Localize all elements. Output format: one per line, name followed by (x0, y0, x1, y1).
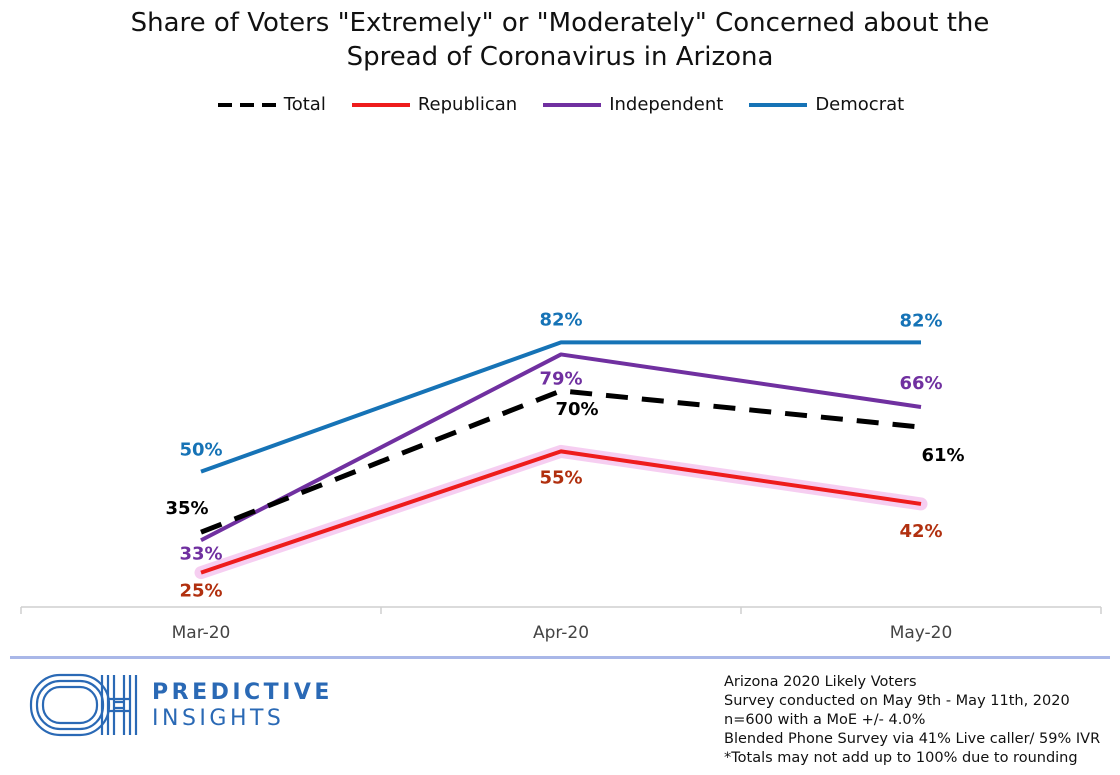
data-label-republican-mar-20: 25% (179, 581, 222, 602)
data-label-total-apr-20: 70% (555, 399, 598, 420)
legend-swatch-independent (543, 102, 602, 107)
legend-label-republican: Republican (417, 94, 518, 115)
series-line-independent (200, 352, 922, 543)
data-label-republican-apr-20: 55% (539, 467, 582, 488)
chart-legend: Total Republican Independent Democrat (0, 94, 1120, 115)
x-tick-label-may-20: May-20 (890, 623, 953, 643)
legend-swatch-democrat (749, 102, 808, 107)
series-line-democrat (200, 340, 921, 474)
data-label-democrat-may-20: 82% (899, 310, 942, 331)
chart-title-line-2: Spread of Coronavirus in Arizona (346, 42, 774, 72)
data-label-democrat-apr-20: 82% (539, 309, 582, 330)
data-label-independent-mar-20: 33% (179, 543, 222, 564)
legend-swatch-republican (351, 102, 410, 107)
series-total (200, 388, 922, 535)
legend-label-total: Total (283, 94, 326, 115)
brand-line-1: PREDICTIVE (152, 680, 333, 705)
data-label-independent-apr-20: 79% (539, 368, 582, 389)
survey-notes: Arizona 2020 Likely Voters Survey conduc… (724, 673, 1100, 768)
legend-item-total: Total (216, 94, 326, 115)
footer-divider (10, 656, 1110, 659)
legend-label-independent: Independent (609, 94, 724, 115)
legend-swatch-total (217, 102, 276, 107)
legend-item-democrat: Democrat (747, 94, 904, 115)
data-label-democrat-mar-20: 50% (179, 440, 222, 461)
data-label-republican-may-20: 42% (899, 521, 942, 542)
data-label-total-mar-20: 35% (165, 498, 208, 519)
legend-item-independent: Independent (541, 94, 723, 115)
series-line-total (200, 388, 922, 535)
x-tick-label-apr-20: Apr-20 (533, 623, 589, 643)
logo-o-ring-3 (41, 685, 99, 725)
chart-title-line-1: Share of Voters "Extremely" or "Moderate… (130, 8, 990, 38)
x-tick-label-mar-20: Mar-20 (172, 623, 231, 643)
data-label-total-may-20: 61% (921, 445, 964, 466)
note-line-5: *Totals may not add up to 100% due to ro… (724, 750, 1078, 766)
note-line-1: Arizona 2020 Likely Voters (724, 674, 917, 690)
chart-title: Share of Voters "Extremely" or "Moderate… (0, 6, 1120, 74)
data-label-independent-may-20: 66% (899, 373, 942, 394)
series-republican (194, 444, 928, 580)
series-independent (200, 352, 922, 543)
series-democrat (200, 340, 921, 474)
logo-h-shape (100, 675, 138, 735)
predictive-insights-logo (29, 673, 138, 737)
brand-line-2: INSIGHTS (152, 706, 285, 731)
legend-item-republican: Republican (350, 94, 517, 115)
note-line-2: Survey conducted on May 9th - May 11th, … (724, 693, 1070, 709)
note-line-4: Blended Phone Survey via 41% Live caller… (724, 731, 1101, 747)
legend-label-democrat: Democrat (815, 94, 905, 115)
series-line-republican (200, 449, 922, 575)
note-line-3: n=600 with a MoE +/- 4.0% (724, 712, 926, 728)
logo-o-ring-2 (35, 679, 105, 731)
line-chart: Mar-20 Apr-20 May-20 35% 70% 61% 25% 55% 42% 33% 7… (20, 309, 1102, 643)
